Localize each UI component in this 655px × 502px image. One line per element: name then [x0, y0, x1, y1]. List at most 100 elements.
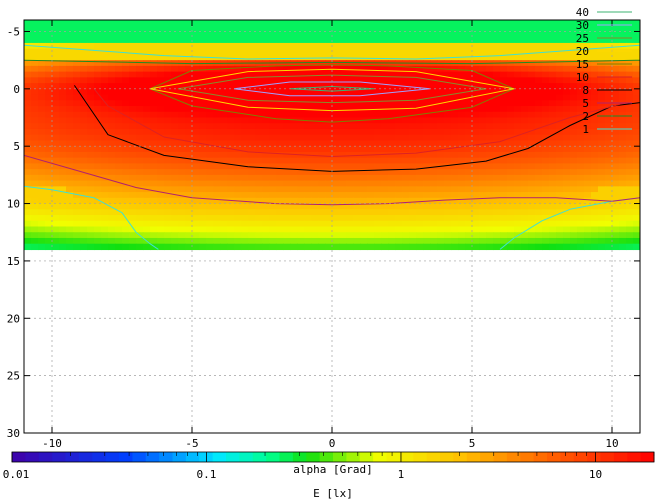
- heatmap-cell: [591, 111, 599, 119]
- heatmap-cell: [66, 203, 74, 210]
- heatmap-cell: [353, 20, 361, 27]
- heatmap-cell: [605, 209, 613, 216]
- heatmap-cell: [353, 163, 361, 170]
- heatmap-cell: [255, 20, 263, 27]
- heatmap-cell: [94, 83, 102, 90]
- heatmap-cell: [297, 128, 305, 136]
- heatmap-cell: [486, 174, 494, 182]
- heatmap-cell: [304, 237, 312, 245]
- heatmap-cell: [234, 180, 242, 187]
- heatmap-cell: [164, 54, 172, 61]
- heatmap-cell: [409, 146, 417, 153]
- heatmap-cell: [388, 157, 396, 165]
- heatmap-cell: [612, 25, 620, 33]
- heatmap-cell: [416, 151, 424, 159]
- heatmap-cell: [633, 77, 640, 84]
- heatmap-cell: [598, 237, 606, 245]
- heatmap-cell: [255, 192, 263, 199]
- heatmap-cell: [584, 232, 592, 239]
- colorbar-segment: [92, 452, 107, 462]
- heatmap-cell: [311, 134, 319, 142]
- heatmap-cell: [325, 180, 333, 187]
- heatmap-cell: [255, 203, 263, 210]
- heatmap-cell: [227, 209, 235, 216]
- heatmap-cell: [59, 48, 67, 56]
- heatmap-cell: [262, 203, 270, 210]
- heatmap-cell: [332, 88, 340, 96]
- heatmap-cell: [143, 157, 151, 165]
- heatmap-cell: [458, 192, 466, 199]
- heatmap-cell: [591, 25, 599, 33]
- heatmap-cell: [297, 237, 305, 245]
- heatmap-cell: [311, 123, 319, 130]
- heatmap-cell: [563, 174, 571, 182]
- heatmap-cell: [570, 54, 578, 61]
- heatmap-cell: [521, 106, 529, 113]
- heatmap-cell: [563, 128, 571, 136]
- heatmap-cell: [150, 100, 158, 107]
- heatmap-cell: [101, 134, 109, 142]
- heatmap-cell: [472, 140, 480, 147]
- heatmap-cell: [465, 117, 473, 124]
- heatmap-cell: [570, 128, 578, 136]
- heatmap-cell: [136, 180, 144, 187]
- heatmap-cell: [122, 60, 130, 67]
- heatmap-cell: [24, 180, 32, 187]
- heatmap-cell: [444, 232, 452, 239]
- heatmap-cell: [157, 77, 165, 84]
- heatmap-cell: [619, 226, 627, 233]
- heatmap-cell: [283, 100, 291, 107]
- heatmap-cell: [24, 123, 32, 130]
- heatmap-cell: [115, 220, 123, 228]
- heatmap-cell: [339, 77, 347, 84]
- heatmap-cell: [605, 88, 613, 96]
- colorbar-segment: [587, 452, 602, 462]
- heatmap-cell: [101, 237, 109, 245]
- heatmap-cell: [290, 48, 298, 56]
- heatmap-cell: [521, 163, 529, 170]
- heatmap-cell: [500, 215, 508, 222]
- heatmap-cell: [542, 203, 550, 210]
- heatmap-cell: [381, 25, 389, 33]
- heatmap-cell: [24, 134, 32, 142]
- heatmap-cell: [563, 163, 571, 170]
- heatmap-cell: [444, 37, 452, 44]
- heatmap-cell: [542, 123, 550, 130]
- heatmap-cell: [388, 163, 396, 170]
- heatmap-cell: [612, 186, 620, 193]
- heatmap-cell: [409, 106, 417, 113]
- heatmap-cell: [318, 243, 326, 251]
- heatmap-cell: [164, 25, 172, 33]
- heatmap-cell: [318, 192, 326, 199]
- heatmap-cell: [171, 232, 179, 239]
- heatmap-cell: [472, 226, 480, 233]
- heatmap-cell: [52, 42, 60, 50]
- heatmap-cell: [318, 111, 326, 119]
- heatmap-cell: [248, 157, 256, 165]
- heatmap-cell: [157, 106, 165, 113]
- heatmap-cell: [136, 25, 144, 33]
- heatmap-cell: [24, 25, 32, 33]
- heatmap-cell: [150, 232, 158, 239]
- heatmap-cell: [430, 226, 438, 233]
- heatmap-cell: [619, 220, 627, 228]
- heatmap-cell: [402, 20, 410, 27]
- heatmap-cell: [129, 42, 137, 50]
- heatmap-cell: [521, 128, 529, 136]
- heatmap-cell: [213, 180, 221, 187]
- heatmap-cell: [549, 237, 557, 245]
- heatmap-cell: [80, 88, 88, 96]
- heatmap-cell: [451, 71, 459, 78]
- heatmap-cell: [437, 134, 445, 142]
- heatmap-cell: [556, 146, 564, 153]
- heatmap-cell: [66, 146, 74, 153]
- heatmap-cell: [437, 88, 445, 96]
- heatmap-cell: [402, 192, 410, 199]
- heatmap-cell: [486, 94, 494, 101]
- heatmap-cell: [52, 117, 60, 124]
- heatmap-cell: [185, 197, 193, 205]
- heatmap-cell: [45, 111, 53, 119]
- heatmap-cell: [598, 215, 606, 222]
- heatmap-cell: [332, 117, 340, 124]
- heatmap-cell: [24, 128, 32, 136]
